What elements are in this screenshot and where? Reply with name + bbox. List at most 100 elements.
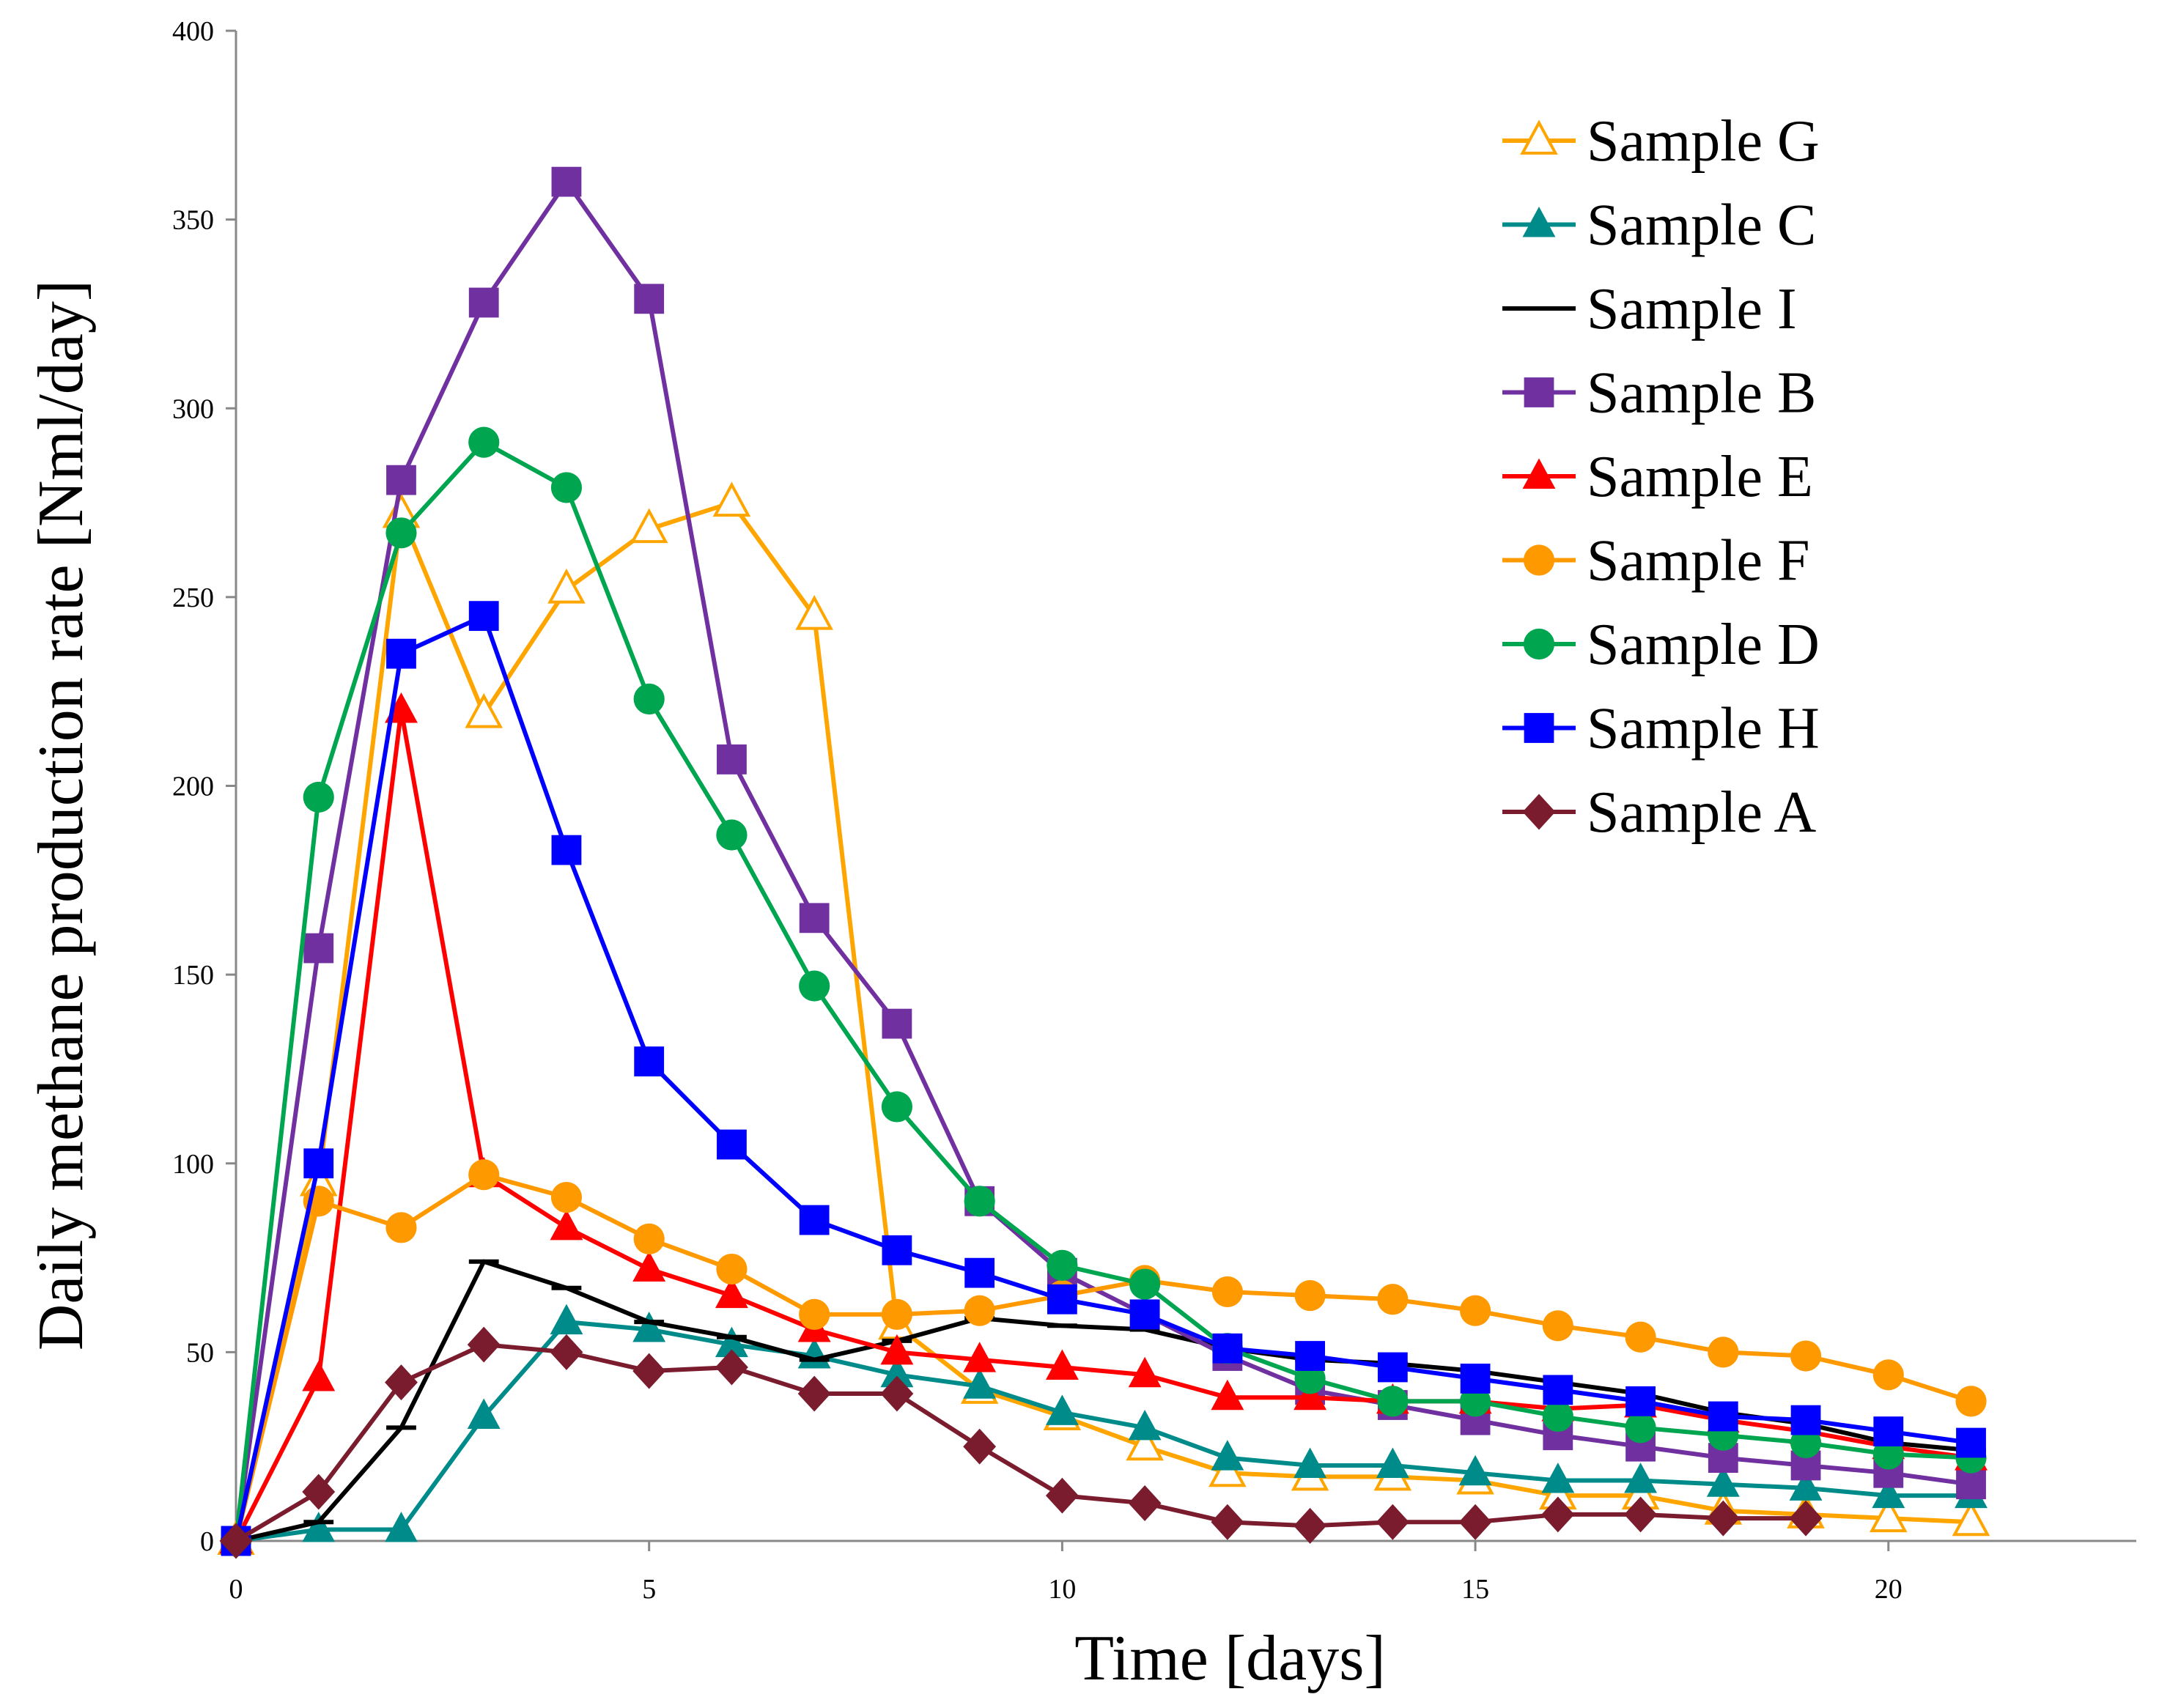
x-tick-label: 0	[229, 1574, 243, 1605]
x-tick-label: 5	[642, 1574, 656, 1605]
data-point-sample-a	[797, 1375, 831, 1412]
data-point-sample-h	[1873, 1416, 1904, 1446]
data-point-sample-f	[1542, 1310, 1573, 1342]
legend-entry-sample-e: Sample E	[1502, 445, 1813, 509]
data-point-sample-b	[799, 903, 830, 934]
data-point-sample-b	[303, 933, 334, 964]
series-line-sample-h	[234, 613, 1971, 1542]
data-point-sample-c	[1376, 1447, 1409, 1478]
data-point-sample-f	[1460, 1295, 1491, 1326]
data-point-sample-c	[385, 1512, 418, 1542]
data-point-sample-d	[385, 517, 417, 549]
y-tick-label: 150	[172, 960, 214, 991]
series-line-sample-g	[234, 500, 1971, 1542]
legend-marker	[1522, 794, 1556, 830]
data-point-sample-f	[633, 1223, 665, 1254]
data-point-sample-f	[1955, 1386, 1987, 1417]
data-point-sample-c	[963, 1368, 997, 1399]
data-point-sample-h	[1129, 1299, 1160, 1330]
data-point-sample-c	[550, 1304, 583, 1335]
data-point-sample-c	[1128, 1409, 1162, 1441]
legend-marker	[1523, 628, 1555, 660]
legend-label: Sample C	[1587, 193, 1816, 258]
data-point-sample-c	[1541, 1463, 1575, 1493]
data-point-sample-a	[1211, 1504, 1244, 1540]
data-point-sample-d	[303, 781, 334, 813]
data-point-sample-b	[386, 465, 416, 495]
data-point-sample-c	[715, 1326, 748, 1358]
data-point-sample-a	[1293, 1507, 1327, 1544]
data-point-sample-a	[1789, 1500, 1823, 1537]
data-point-sample-a	[302, 1474, 336, 1510]
data-point-sample-h	[386, 638, 416, 669]
x-axis-title: Time [days]	[1074, 1623, 1386, 1694]
legend: Sample G Sample C Sample I Sample B Sample E…	[1502, 109, 1820, 845]
data-point-sample-a	[467, 1326, 501, 1363]
data-point-sample-f	[1790, 1340, 1822, 1372]
data-point-sample-g	[465, 692, 503, 728]
data-point-sample-b	[717, 744, 747, 774]
data-point-sample-h	[634, 1046, 665, 1077]
data-point-sample-e	[550, 1209, 583, 1241]
data-point-sample-f	[799, 1298, 830, 1330]
data-point-sample-d	[1047, 1249, 1078, 1281]
legend-label: Sample F	[1587, 529, 1809, 594]
data-point-sample-h	[1295, 1341, 1326, 1371]
data-point-sample-h	[1543, 1375, 1573, 1405]
data-point-sample-g	[712, 481, 751, 517]
legend-label: Sample E	[1587, 445, 1813, 509]
data-point-sample-b	[468, 287, 499, 318]
data-point-sample-d	[1625, 1412, 1656, 1443]
data-point-sample-c	[467, 1398, 501, 1429]
x-tick-label: 10	[1048, 1574, 1076, 1605]
data-point-sample-a	[1128, 1485, 1162, 1521]
legend-marker	[1520, 119, 1558, 155]
legend-marker	[1524, 377, 1554, 407]
legend-label: Sample I	[1587, 277, 1797, 341]
data-point-sample-c	[1211, 1440, 1244, 1471]
data-point-sample-c	[1872, 1477, 1905, 1509]
legend-marker	[1523, 544, 1555, 576]
data-point-sample-a	[1624, 1496, 1658, 1533]
data-point-sample-d	[550, 472, 583, 503]
series-sample-d	[220, 426, 1987, 1557]
data-point-sample-a	[1458, 1504, 1492, 1540]
data-point-sample-a	[1045, 1477, 1079, 1514]
data-point-sample-h	[1708, 1401, 1738, 1432]
data-point-sample-d	[716, 819, 748, 851]
data-point-sample-h	[1625, 1386, 1656, 1416]
legend-label: Sample B	[1587, 361, 1816, 426]
series-line-sample-f	[234, 1172, 1972, 1542]
series-line-sample-b	[234, 180, 1971, 1542]
data-point-sample-e	[1128, 1356, 1162, 1388]
data-point-sample-b	[634, 284, 665, 314]
data-point-sample-b	[551, 166, 582, 197]
data-point-sample-a	[1541, 1496, 1575, 1533]
data-point-sample-a	[963, 1428, 997, 1465]
data-point-sample-f	[716, 1253, 748, 1285]
series-line-sample-e	[234, 708, 1971, 1542]
data-point-sample-f	[881, 1298, 912, 1330]
data-point-sample-d	[633, 683, 665, 715]
y-axis-title: Daily methane production rate [Nml/day]	[26, 280, 97, 1350]
data-point-sample-c	[1458, 1454, 1492, 1486]
data-point-sample-g	[1126, 1425, 1164, 1461]
data-point-sample-a	[219, 1523, 253, 1559]
series-sample-h	[221, 601, 1986, 1556]
data-point-sample-f	[964, 1295, 995, 1326]
data-point-sample-d	[468, 426, 500, 458]
data-point-sample-c	[302, 1512, 336, 1542]
data-point-sample-h	[1047, 1284, 1077, 1315]
data-point-sample-d	[881, 1091, 912, 1123]
legend-label: Sample D	[1587, 613, 1820, 677]
data-point-sample-d	[964, 1186, 995, 1217]
data-point-sample-f	[385, 1212, 417, 1243]
data-point-sample-g	[1869, 1497, 1908, 1533]
legend-entry-sample-c: Sample C	[1502, 193, 1816, 258]
data-point-sample-f	[1294, 1280, 1326, 1312]
legend-entry-sample-a: Sample A	[1502, 780, 1817, 845]
data-point-sample-f	[1211, 1276, 1243, 1308]
data-point-sample-h	[1212, 1333, 1243, 1364]
data-point-sample-d	[1377, 1386, 1409, 1417]
